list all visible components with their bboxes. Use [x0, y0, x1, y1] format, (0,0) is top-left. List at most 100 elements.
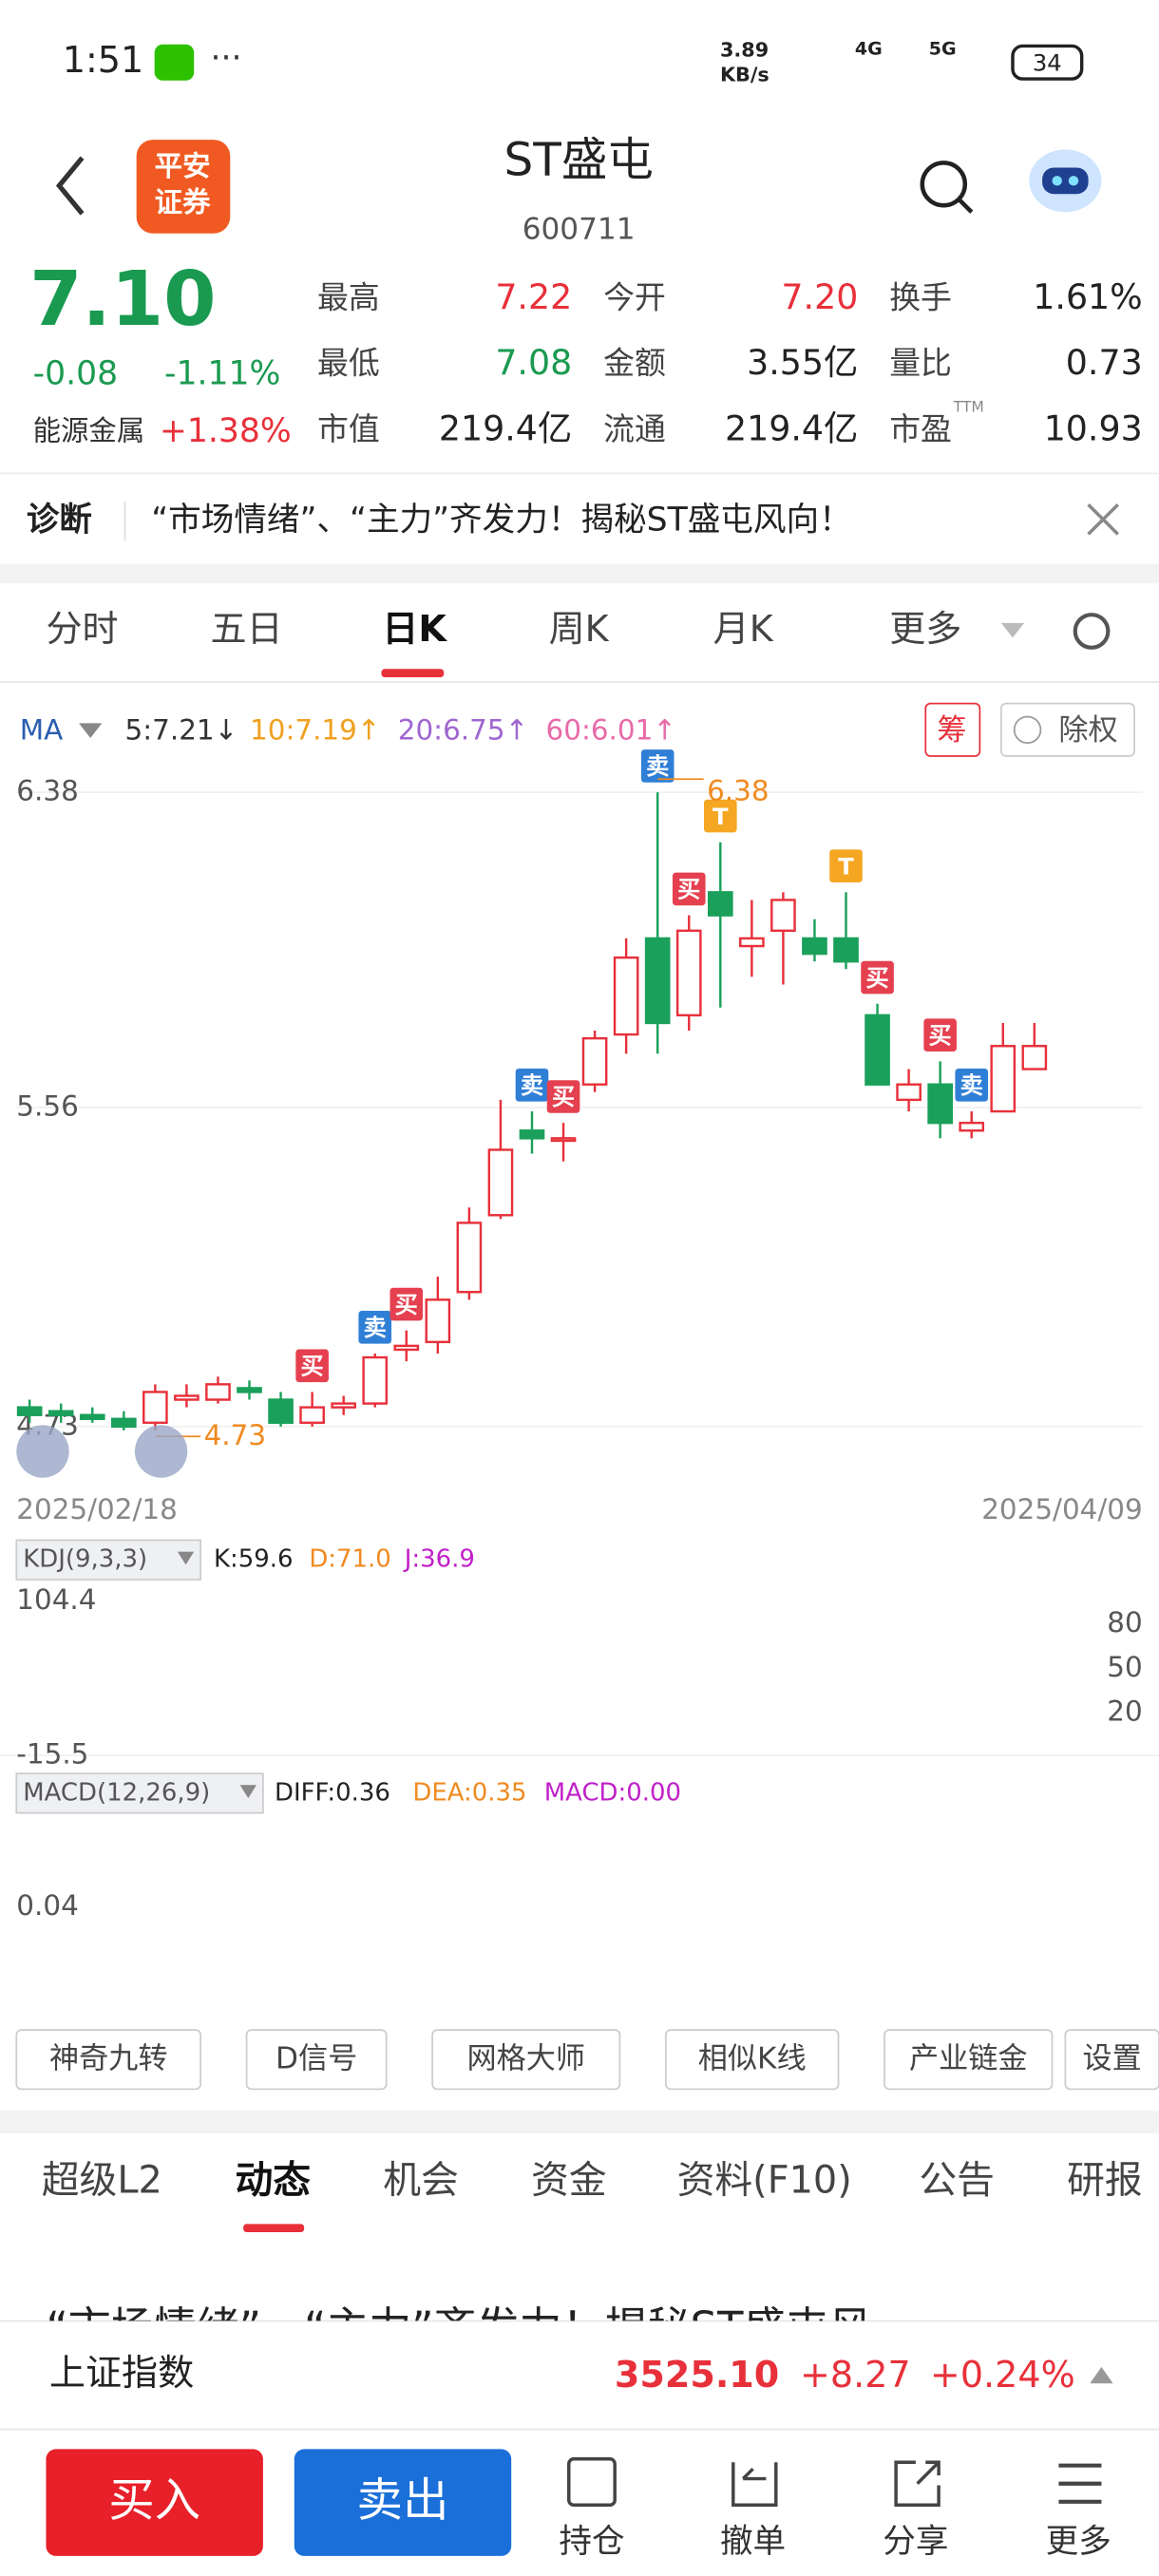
adjust-label[interactable]: 除权 [1058, 713, 1117, 748]
action-label[interactable]: 撤单 [720, 2523, 786, 2561]
sector-pct: +1.38% [160, 412, 292, 450]
signal-label: T [838, 853, 854, 880]
period-tab[interactable]: 日K [382, 608, 447, 650]
wechat-icon [154, 44, 195, 81]
content-tab[interactable]: 动态 [235, 2159, 311, 2203]
content-tab[interactable]: 研报 [1067, 2159, 1143, 2203]
logo-text: 平安 [155, 150, 211, 182]
macd-box[interactable] [15, 1772, 264, 1814]
period-tab[interactable]: 周K [549, 608, 610, 650]
content-tab[interactable]: 公告 [919, 2159, 995, 2203]
tool-button[interactable] [431, 2029, 621, 2091]
logo [136, 140, 231, 234]
candle-body [393, 1344, 420, 1352]
tool-label[interactable]: 相似K线 [698, 2041, 807, 2075]
kdj-box[interactable] [15, 1539, 201, 1581]
adjust-button[interactable] [1000, 702, 1135, 757]
back-icon[interactable] [55, 156, 85, 216]
tool-button[interactable] [1064, 2029, 1159, 2091]
kdj-k: K:59.6 [214, 1545, 294, 1574]
tool-label[interactable]: 产业链金 [909, 2041, 1028, 2075]
expand-icon[interactable] [1090, 2366, 1113, 2384]
period-tab[interactable]: 月K [713, 608, 774, 650]
stat-label: 最高 [317, 278, 380, 315]
candle-body [802, 937, 827, 956]
content-tab[interactable]: 超级L2 [42, 2159, 162, 2203]
candle-body [487, 1148, 514, 1217]
robot-eye [1052, 176, 1062, 186]
stat-label: 今开 [603, 278, 666, 315]
chip-label[interactable]: 筹 [937, 713, 966, 748]
close-icon[interactable] [1087, 503, 1119, 536]
kdj-label[interactable]: KDJ(9,3,3) [23, 1545, 147, 1574]
macd-dea: DEA:0.35 [412, 1778, 526, 1807]
candle-body [644, 937, 671, 1025]
stat-value: 7.20 [781, 276, 858, 317]
period-tab[interactable]: 五日 [211, 608, 283, 650]
action-label[interactable]: 分享 [883, 2523, 948, 2561]
scroll-button[interactable] [16, 1425, 69, 1478]
signal-box [955, 1069, 989, 1102]
kdj-j: J:36.9 [403, 1545, 475, 1574]
content-tab[interactable]: 资料(F10) [677, 2159, 852, 2203]
network: 4G [855, 38, 883, 59]
macd-label[interactable]: MACD(12,26,9) [23, 1778, 210, 1807]
sell-label[interactable]: 卖出 [357, 2474, 449, 2528]
share-icon [894, 2460, 940, 2507]
signal-label: 买 [395, 1292, 418, 1318]
tool-label[interactable]: 设置 [1083, 2041, 1142, 2075]
settings-icon[interactable] [1073, 613, 1111, 650]
signal-box [923, 1018, 957, 1052]
signal-label: 卖 [521, 1072, 543, 1099]
tool-label[interactable]: 网格大师 [467, 2041, 586, 2075]
sell-button[interactable] [294, 2449, 512, 2556]
scroll-button[interactable] [134, 1425, 188, 1478]
tool-label[interactable]: D信号 [276, 2041, 357, 2075]
net-speed: 3.89 [720, 39, 769, 62]
stat-label: 换手 [889, 278, 952, 315]
ma-item: 5:7.21↓ [125, 714, 238, 747]
ma-item: 20:6.75↑ [398, 714, 528, 747]
article-preview[interactable]: “市场情绪”、“主力”齐发力！揭秘ST盛屯风 [46, 2302, 871, 2353]
index-name[interactable]: 上证指数 [49, 2352, 194, 2394]
candle-body [1021, 1045, 1048, 1070]
action-label[interactable]: 更多 [1046, 2523, 1112, 2561]
candle-body [581, 1036, 608, 1086]
diagnosis-label: 诊断 [27, 502, 93, 540]
index-bar[interactable] [0, 2320, 1159, 2430]
date-label: 2025/02/18 [16, 1493, 178, 1525]
tool-button[interactable] [664, 2029, 840, 2091]
period-tab[interactable]: 更多 [889, 608, 961, 650]
buy-label[interactable]: 买入 [108, 2474, 200, 2528]
tool-label[interactable]: 神奇九转 [49, 2041, 168, 2075]
signal-box [672, 872, 706, 906]
content-tab[interactable]: 机会 [383, 2159, 459, 2203]
tool-button[interactable] [15, 2029, 201, 2091]
ma-item: 10:7.19↑ [250, 714, 380, 747]
tool-button[interactable] [245, 2029, 388, 2091]
battery [1011, 44, 1084, 81]
signal-label: 买 [865, 965, 888, 992]
menu-dots: ··· [211, 39, 242, 77]
position-icon [567, 2457, 617, 2507]
stat-label: 流通 [603, 410, 666, 447]
buy-button[interactable] [46, 2449, 263, 2556]
signal-label: 买 [301, 1354, 324, 1380]
content-tab[interactable]: 资金 [531, 2159, 607, 2203]
candle-body [142, 1391, 168, 1425]
action-label[interactable]: 持仓 [559, 2523, 624, 2561]
chip-button[interactable] [924, 702, 981, 757]
diagnosis-text[interactable]: “市场情绪”、“主力”齐发力！揭秘ST盛屯风向！ [151, 502, 851, 540]
cancel-icon [732, 2462, 778, 2507]
candle-body [174, 1394, 200, 1401]
signal-box [515, 1069, 549, 1102]
candle-body [425, 1298, 451, 1344]
period-tab[interactable]: 分时 [46, 608, 118, 650]
search-icon[interactable] [920, 161, 968, 208]
kdj-level: 50 [1107, 1651, 1142, 1683]
tool-button[interactable] [884, 2029, 1054, 2091]
ma-item: 60:6.01↑ [546, 714, 676, 747]
stat-value: 3.55亿 [747, 342, 858, 383]
change: -0.08 [33, 355, 119, 393]
stat-value: 219.4亿 [439, 407, 572, 448]
